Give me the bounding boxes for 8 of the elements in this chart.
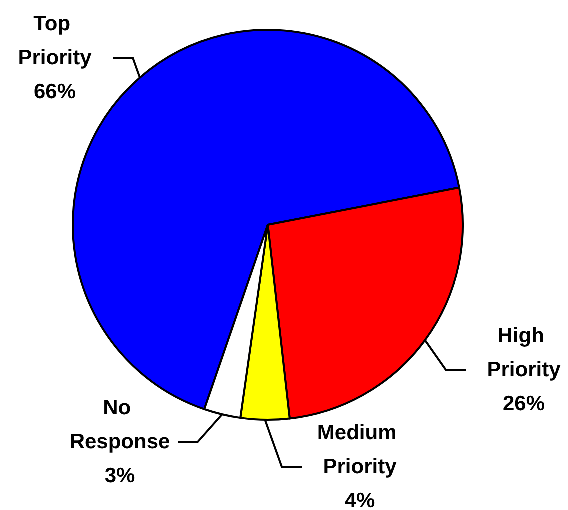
data-label: 3% xyxy=(104,464,136,488)
slice-label: Top Priority xyxy=(18,12,92,70)
slice-label: High Priority xyxy=(487,324,562,382)
slice-label: Medium Priority xyxy=(317,422,403,478)
data-label: 66% xyxy=(34,80,76,104)
data-label: 4% xyxy=(344,490,376,510)
data-label: 26% xyxy=(502,392,546,416)
slice-label: No Response xyxy=(70,396,170,454)
